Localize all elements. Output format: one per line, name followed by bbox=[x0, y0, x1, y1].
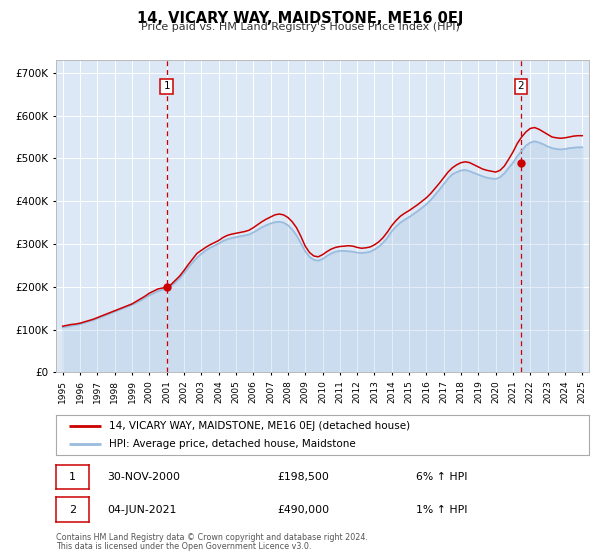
Text: 30-NOV-2000: 30-NOV-2000 bbox=[107, 472, 180, 482]
Text: Price paid vs. HM Land Registry's House Price Index (HPI): Price paid vs. HM Land Registry's House … bbox=[140, 22, 460, 32]
Text: 2: 2 bbox=[69, 505, 76, 515]
Text: 14, VICARY WAY, MAIDSTONE, ME16 0EJ (detached house): 14, VICARY WAY, MAIDSTONE, ME16 0EJ (det… bbox=[109, 421, 410, 431]
Text: 04-JUN-2021: 04-JUN-2021 bbox=[107, 505, 176, 515]
Text: 2: 2 bbox=[517, 82, 524, 91]
Text: £198,500: £198,500 bbox=[278, 472, 329, 482]
Text: 6% ↑ HPI: 6% ↑ HPI bbox=[416, 472, 467, 482]
Text: 1: 1 bbox=[163, 82, 170, 91]
Text: HPI: Average price, detached house, Maidstone: HPI: Average price, detached house, Maid… bbox=[109, 440, 356, 449]
Text: 1% ↑ HPI: 1% ↑ HPI bbox=[416, 505, 467, 515]
Text: 1: 1 bbox=[69, 472, 76, 482]
Text: Contains HM Land Registry data © Crown copyright and database right 2024.: Contains HM Land Registry data © Crown c… bbox=[56, 533, 368, 542]
Text: This data is licensed under the Open Government Licence v3.0.: This data is licensed under the Open Gov… bbox=[56, 542, 311, 551]
Text: £490,000: £490,000 bbox=[278, 505, 330, 515]
Text: 14, VICARY WAY, MAIDSTONE, ME16 0EJ: 14, VICARY WAY, MAIDSTONE, ME16 0EJ bbox=[137, 11, 463, 26]
